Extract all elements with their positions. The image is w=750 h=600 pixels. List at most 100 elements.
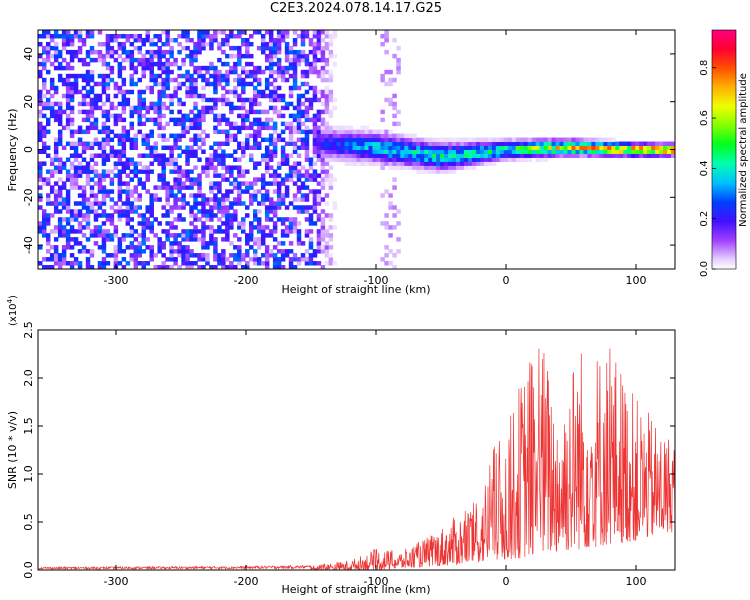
heatmap-cell	[392, 145, 397, 150]
heatmap-cell	[125, 53, 131, 59]
heatmap-cell	[229, 253, 234, 258]
heatmap-cell	[467, 165, 473, 170]
heatmap-cell	[296, 105, 302, 111]
heatmap-cell	[396, 121, 401, 127]
heatmap-cell	[173, 193, 178, 198]
heatmap-cell	[579, 141, 584, 147]
heatmap-cell	[440, 153, 445, 158]
heatmap-cell	[344, 161, 350, 166]
heatmap-cell	[603, 149, 608, 154]
heatmap-cell	[241, 225, 246, 230]
heatmap-cell	[388, 81, 393, 87]
heatmap-cell	[157, 49, 162, 55]
heatmap-cell	[201, 109, 206, 115]
heatmap-cell	[615, 149, 620, 154]
heatmap-cell	[77, 161, 83, 166]
heatmap-cell	[93, 173, 99, 178]
heatmap-cell	[177, 181, 182, 186]
heatmap-cell	[149, 153, 154, 158]
heatmap-cell	[41, 93, 47, 99]
heatmap-cell	[324, 125, 330, 131]
heatmap-cell	[372, 153, 377, 158]
heatmap-cell	[260, 157, 266, 162]
heatmap-cell	[384, 97, 389, 103]
heatmap-cell	[129, 201, 135, 206]
heatmap-cell	[145, 221, 150, 226]
heatmap-cell	[260, 41, 266, 47]
heatmap-cell	[113, 153, 119, 158]
heatmap-cell	[69, 177, 75, 182]
heatmap-cell	[173, 257, 178, 262]
heatmap-cell	[276, 193, 282, 198]
heatmap-cell	[320, 149, 326, 154]
heatmap-cell	[245, 241, 250, 246]
snr-y-label: SNR (10 * v/v)	[6, 411, 19, 489]
heatmap-cell	[404, 137, 409, 143]
heatmap-cell	[133, 253, 139, 258]
heatmap-cell	[93, 57, 99, 63]
heatmap-cell	[607, 145, 612, 150]
heatmap-cell	[169, 209, 174, 214]
heatmap-cell	[523, 153, 529, 158]
heatmap-cell	[129, 193, 135, 198]
heatmap-cell	[272, 45, 278, 51]
heatmap-cell	[113, 133, 119, 139]
heatmap-cell	[189, 229, 194, 234]
heatmap-cell	[45, 129, 51, 135]
heatmap-cell	[181, 117, 186, 123]
heatmap-cell	[312, 93, 318, 99]
heatmap-cell	[272, 181, 278, 186]
heatmap-cell	[177, 189, 182, 194]
heatmap-cell	[153, 145, 158, 150]
heatmap-cell	[153, 153, 158, 158]
heatmap-cell	[420, 169, 425, 174]
heatmap-cell	[384, 261, 389, 266]
heatmap-cell	[38, 73, 43, 79]
heatmap-cell	[185, 201, 190, 206]
heatmap-cell	[193, 113, 198, 119]
heatmap-cell	[149, 245, 154, 250]
heatmap-cell	[201, 209, 206, 214]
heatmap-cell	[507, 137, 513, 143]
heatmap-cell	[471, 161, 477, 166]
heatmap-cell	[141, 213, 146, 218]
heatmap-cell	[221, 257, 226, 262]
heatmap-cell	[89, 157, 95, 162]
heatmap-cell	[77, 37, 83, 43]
heatmap-cell	[97, 49, 103, 55]
heatmap-cell	[360, 137, 365, 143]
heatmap-cell	[133, 173, 139, 178]
heatmap-cell	[372, 137, 377, 143]
heatmap-cell	[165, 161, 170, 166]
heatmap-cell	[428, 149, 433, 154]
heatmap-cell	[77, 225, 83, 230]
heatmap-cell	[316, 229, 322, 234]
heatmap-cell	[667, 153, 672, 158]
heatmap-cell	[627, 153, 632, 158]
heatmap-cell	[284, 105, 290, 111]
heatmap-cell	[41, 217, 47, 222]
heatmap-cell	[276, 37, 282, 43]
heatmap-cell	[85, 73, 91, 79]
heatmap-cell	[332, 201, 338, 206]
heatmap-cell	[161, 245, 166, 250]
heatmap-cell	[595, 153, 600, 158]
heatmap-cell	[197, 65, 202, 71]
heatmap-cell	[284, 121, 290, 127]
heatmap-cell	[201, 65, 206, 71]
heatmap-cell	[217, 30, 222, 35]
heatmap-cell	[316, 217, 322, 222]
heatmap-cell	[280, 157, 286, 162]
heatmap-cell	[61, 225, 67, 230]
colorbar-label: Normalized spectral amplitude	[738, 73, 749, 227]
heatmap-cell	[241, 189, 246, 194]
heatmap-cell	[49, 45, 55, 51]
heatmap-cell	[288, 73, 294, 79]
heatmap-cell	[81, 245, 87, 250]
heatmap-cell	[117, 189, 123, 194]
heatmap-cell	[396, 145, 401, 150]
heatmap-cell	[233, 85, 238, 91]
heatmap-cell	[61, 201, 67, 206]
heatmap-cell	[408, 157, 413, 162]
heatmap-cell	[320, 65, 326, 71]
